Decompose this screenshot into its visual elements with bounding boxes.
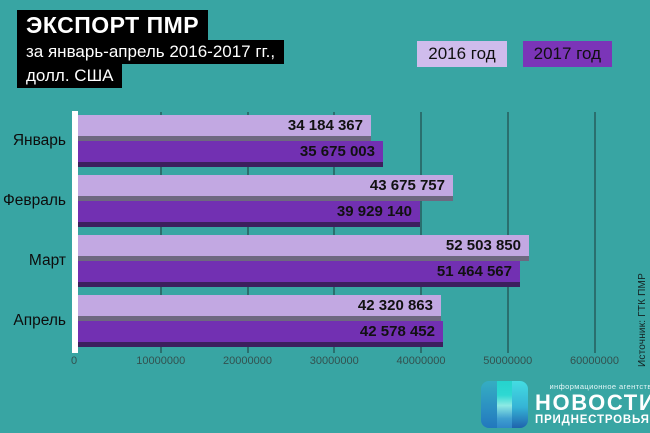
logo-text-block: информационное агентство НОВОСТИ ПРИДНЕС… (535, 382, 650, 427)
logo-bar-left (481, 381, 497, 428)
x-axis-tick (420, 348, 422, 353)
x-axis-tick-label: 10000000 (136, 355, 186, 367)
chart-subtitle-units: долл. США (17, 64, 123, 88)
logo-bar-middle (496, 381, 513, 428)
chart-title-block: ЭКСПОРТ ПМР за январь-апрель 2016-2017 г… (17, 10, 285, 88)
bar-2016-Апрель: 42 320 863 (74, 295, 441, 321)
grid-line (159, 112, 162, 348)
bar-value-label: 51 464 567 (436, 263, 512, 280)
logo-tagline: информационное агентство (549, 382, 650, 391)
x-axis-tick (506, 348, 509, 353)
bar-2016-Март: 52 503 850 (74, 235, 529, 261)
grid-line (333, 112, 336, 348)
bar-value-label: 34 184 367 (287, 117, 363, 134)
x-axis-tick (333, 348, 336, 353)
category-label: Февраль (3, 192, 66, 209)
x-axis-tick-label: 60000000 (570, 355, 619, 367)
news-agency-logo-icon (481, 381, 528, 428)
grid-line (593, 112, 596, 348)
grid-line (420, 112, 422, 348)
legend-item-2017: 2017 год (522, 41, 612, 67)
x-axis-tick-label: 30000000 (309, 355, 359, 367)
logo-subtitle: ПРИДНЕСТРОВЬЯ (535, 414, 650, 426)
x-axis-tick (246, 348, 249, 353)
bar-value-label: 39 929 140 (336, 203, 412, 220)
bar-2016-Февраль: 43 675 757 (74, 175, 453, 201)
bar-2017-Январь: 35 675 003 (74, 141, 383, 167)
bar-2017-Март: 51 464 567 (74, 261, 520, 287)
bar-2017-Февраль: 39 929 140 (74, 201, 420, 227)
bar-value-label: 43 675 757 (369, 177, 445, 194)
bar-2016-Январь: 34 184 367 (74, 115, 371, 141)
chart-title: ЭКСПОРТ ПМР (17, 10, 209, 40)
grid-line (506, 112, 509, 348)
x-axis-tick (159, 348, 162, 353)
legend-item-2016: 2016 год (417, 41, 507, 67)
logo-title: НОВОСТИ (535, 390, 650, 415)
bar-value-label: 42 578 452 (359, 323, 435, 340)
bar-value-label: 42 320 863 (357, 297, 433, 314)
x-axis-tick-label: 50000000 (483, 355, 533, 367)
bar-value-label: 52 503 850 (445, 237, 521, 254)
category-label: Январь (12, 132, 66, 149)
logo-bar-right (512, 381, 528, 428)
grid-line (246, 112, 249, 348)
category-label: Март (28, 252, 66, 269)
x-axis-tick-label: 0 (70, 355, 78, 367)
bar-2017-Апрель: 42 578 452 (74, 321, 443, 347)
chart-subtitle-period: за январь-апрель 2016-2017 гг., (17, 40, 285, 64)
y-axis-line (72, 111, 78, 353)
category-label: Апрель (13, 312, 66, 329)
x-axis-tick (593, 348, 596, 353)
news-agency-logo: информационное агентство НОВОСТИ ПРИДНЕС… (481, 381, 650, 428)
chart-legend: 2016 год 2017 год (417, 41, 612, 67)
source-note: Источник: ГТК ПМР (637, 273, 648, 367)
x-axis-tick-label: 20000000 (223, 355, 272, 367)
bar-value-label: 35 675 003 (299, 143, 375, 160)
x-axis-tick-label: 40000000 (396, 355, 446, 367)
